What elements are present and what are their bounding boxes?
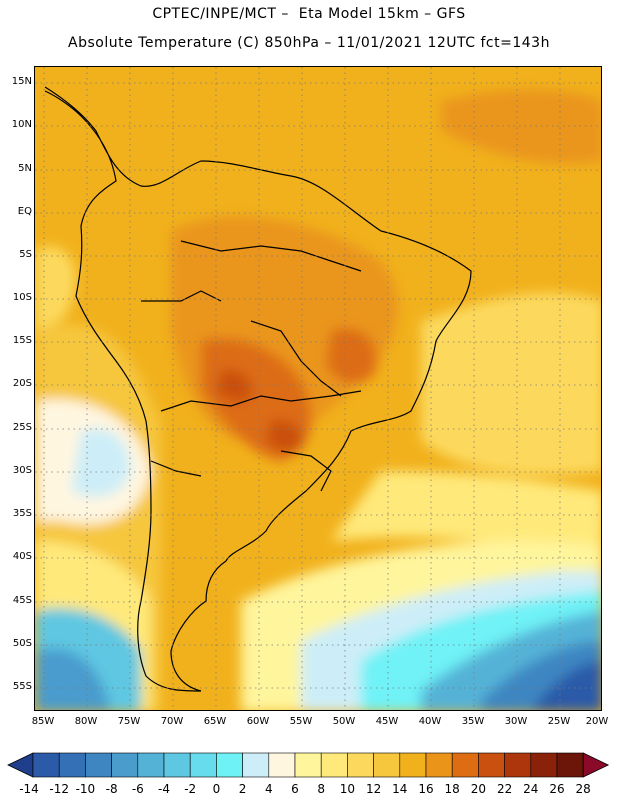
colorbar-tick-label: 6 [291,782,299,796]
colorbar-swatch [58,752,86,778]
title-field: Absolute Temperature (C) 850hPa – 11/01/… [68,35,550,51]
colorbar-swatch [425,752,453,778]
lat-label: 15N [11,76,32,87]
colorbar-tick-label: -2 [184,782,197,796]
colorbar-swatch [530,752,558,778]
lat-label: 10S [12,292,32,303]
lat-label: 50S [12,638,32,649]
colorbar-arrow-left [7,752,34,778]
colorbar-tick-label: 16 [418,782,434,796]
lon-label: 20W [585,716,609,727]
lon-label: 80W [74,716,98,727]
lon-label: 40W [418,716,442,727]
lon-label: 50W [332,716,356,727]
lon-label: 30W [504,716,528,727]
map-canvas [35,67,601,710]
lat-label: 25S [12,422,32,433]
colorbar-swatch [504,752,532,778]
lon-label: 35W [461,716,485,727]
lon-label: 45W [375,716,399,727]
colorbar-swatch [189,752,217,778]
temperature-map[interactable] [34,66,602,711]
lat-label: 10N [11,119,32,130]
colorbar-swatch [85,752,112,778]
coastlines [44,86,472,692]
colorbar-tick-label: 24 [523,782,539,796]
colorbar-tick-label: 14 [392,782,408,796]
lat-label: 15S [12,335,32,346]
colorbar-tick-label: 4 [264,782,273,796]
lon-label: 55W [289,716,313,727]
lat-label: 20S [12,378,32,389]
colorbar [7,752,610,778]
colorbar-tick-label: -10 [75,782,96,796]
lon-label: 65W [203,716,227,727]
colorbar-tick-label: 22 [496,782,513,796]
colorbar-arrow-right [582,752,610,778]
temperature-field [35,89,601,710]
lon-label: 60W [246,716,270,727]
colorbar-swatch [242,752,270,778]
colorbar-tick-label: 0 [212,782,221,796]
colorbar-tick-label: -8 [105,782,118,796]
colorbar-swatch [347,752,374,778]
colorbar-tick-label: -12 [49,782,69,796]
lat-label: 40S [12,551,32,562]
colorbar-swatch [556,752,584,778]
colorbar-swatch [478,752,505,778]
colorbar-tick-label: 2 [238,782,247,796]
colorbar-swatch [373,752,401,778]
colorbar-tick-label: 28 [575,782,591,796]
graticule [35,67,601,710]
colorbar-tick-label: 12 [365,782,382,796]
colorbar-swatch [137,752,165,778]
lat-label: 30S [12,465,32,476]
lat-label: 35S [12,508,32,519]
colorbar-swatch [163,752,191,778]
colorbar-swatch [451,752,479,778]
lon-label: 70W [160,716,184,727]
lat-label: 5S [19,249,32,260]
colorbar-tick-label: -4 [158,782,170,796]
colorbar-swatch [111,752,139,778]
colorbar-tick-label: 20 [470,782,487,796]
title-model: CPTEC/INPE/MCT – Eta Model 15km – GFS [152,6,466,22]
colorbar-swatch [320,752,348,778]
colorbar-swatch [268,752,296,778]
colorbar-tick-label: -14 [19,782,39,796]
colorbar-swatch [216,752,243,778]
lat-label: EQ [17,206,32,217]
colorbar-swatch [32,752,60,778]
colorbar-tick-label: 8 [317,782,325,796]
lat-label: 5N [18,163,32,174]
lat-label: 45S [12,595,32,606]
lat-label: 55S [12,681,32,692]
lon-label: 75W [117,716,141,727]
colorbar-tick-label: 10 [339,782,356,796]
lon-label: 25W [547,716,571,727]
colorbar-tick-label: -6 [131,782,144,796]
colorbar-tick-label: 18 [444,782,460,796]
lon-label: 85W [31,716,55,727]
colorbar-swatch [294,752,322,778]
colorbar-tick-label: 26 [549,782,565,796]
colorbar-swatch [399,752,427,778]
